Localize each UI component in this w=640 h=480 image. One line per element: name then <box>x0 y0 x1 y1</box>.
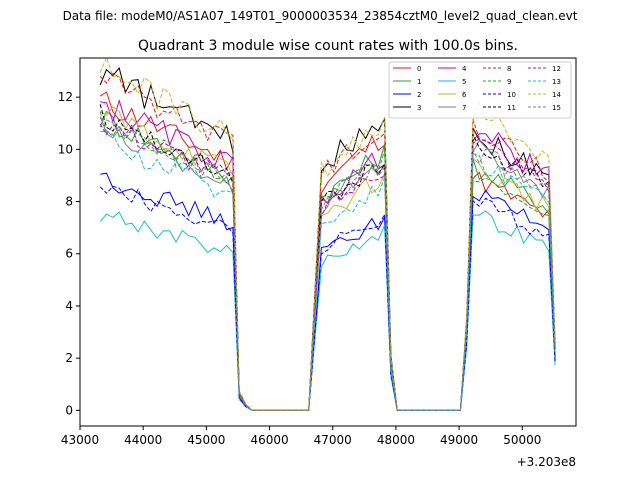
series-line-15 <box>100 118 556 411</box>
x-axis: 43000 44000 45000 46000 47000 48000 49000 50000 <box>61 426 541 447</box>
x-tick-label: 45000 <box>187 433 225 447</box>
plot-area: 43000 44000 45000 46000 47000 48000 49000 50000… <box>58 55 577 469</box>
series-line-0 <box>99 91 556 411</box>
series-line-5 <box>99 210 556 411</box>
series-line-13 <box>100 130 556 411</box>
y-tick-label: 2 <box>65 351 73 365</box>
x-tick-label: 48000 <box>377 433 415 447</box>
chart-title: Quadrant 3 module wise count rates with … <box>138 38 518 54</box>
x-tick-label: 43000 <box>61 433 99 447</box>
legend-label-12: 12 <box>552 65 561 73</box>
series-line-10 <box>99 185 556 411</box>
axes-frame <box>79 57 577 427</box>
legend-label-7: 7 <box>462 104 466 112</box>
y-tick-label: 10 <box>58 142 73 156</box>
y-tick-label: 0 <box>65 403 73 417</box>
y-tick-label: 6 <box>65 247 73 261</box>
series-line-9 <box>99 111 556 411</box>
legend-box <box>388 61 572 119</box>
x-offset-label: +3.203e8 <box>517 455 576 469</box>
y-tick-label: 12 <box>58 90 73 104</box>
legend-label-15: 15 <box>552 104 561 112</box>
legend-label-6: 6 <box>462 91 467 99</box>
x-tick-label: 46000 <box>250 433 288 447</box>
legend-label-14: 14 <box>552 91 561 99</box>
x-tick-label: 49000 <box>440 433 478 447</box>
series-line-6 <box>99 106 556 411</box>
figure-suptitle: Data file: modeM0/AS1A07_149T01_90000035… <box>63 9 578 23</box>
legend-label-4: 4 <box>462 65 467 73</box>
legend-label-1: 1 <box>417 78 421 86</box>
legend-label-9: 9 <box>507 78 511 86</box>
legend-label-5: 5 <box>462 78 466 86</box>
x-tick-label: 50000 <box>503 433 541 447</box>
legend-label-2: 2 <box>417 91 421 99</box>
series-line-4 <box>100 98 556 411</box>
series-line-1 <box>99 110 556 411</box>
legend-label-11: 11 <box>507 104 516 112</box>
series-line-2 <box>100 172 556 411</box>
x-tick-label: 47000 <box>314 433 352 447</box>
legend-label-10: 10 <box>507 91 516 99</box>
y-axis: 0 2 4 6 8 10 12 <box>58 90 80 417</box>
series-line-8 <box>99 72 556 411</box>
legend-label-3: 3 <box>417 104 421 112</box>
legend-label-8: 8 <box>507 65 511 73</box>
y-tick-label: 4 <box>65 299 73 313</box>
y-tick-label: 8 <box>65 195 73 209</box>
x-tick-label: 44000 <box>124 433 162 447</box>
legend-label-0: 0 <box>417 65 421 73</box>
series-line-12 <box>99 123 556 411</box>
legend-label-13: 13 <box>552 78 561 86</box>
